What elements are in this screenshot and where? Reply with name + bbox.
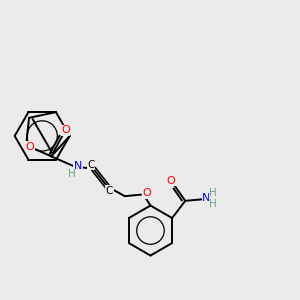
Text: N: N bbox=[202, 193, 211, 203]
Text: H: H bbox=[68, 169, 76, 179]
Text: N: N bbox=[74, 161, 82, 171]
Text: H: H bbox=[209, 199, 217, 209]
Text: O: O bbox=[26, 142, 34, 152]
Text: O: O bbox=[167, 176, 176, 185]
Text: H: H bbox=[209, 188, 217, 198]
Text: C: C bbox=[88, 160, 95, 170]
Text: O: O bbox=[61, 125, 70, 135]
Text: C: C bbox=[106, 186, 113, 196]
Text: O: O bbox=[142, 188, 151, 198]
